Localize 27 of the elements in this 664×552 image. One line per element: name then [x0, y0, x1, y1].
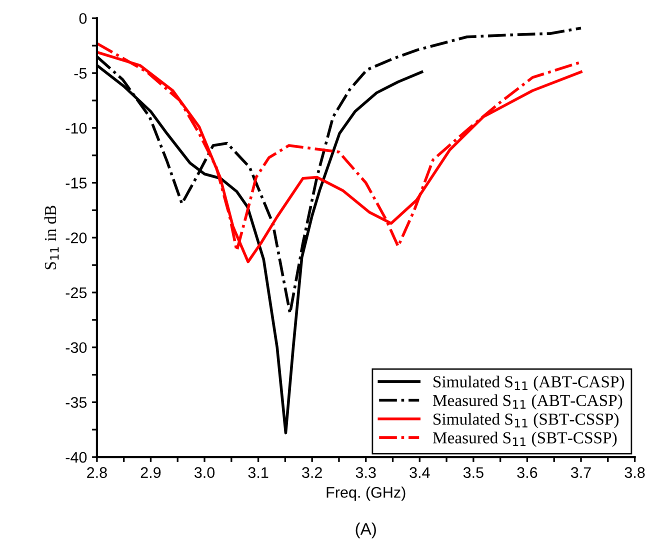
x-tick-label: 3.7 [570, 467, 591, 478]
x-tick-label: 3.4 [410, 467, 430, 478]
text: (A) [356, 522, 376, 538]
x-tick-label: 3.2 [302, 467, 322, 478]
x-tick-label: 3.1 [248, 467, 268, 478]
y-tick-label: -20 [66, 232, 87, 244]
x-tick-label: 3.8 [624, 467, 645, 478]
y-tick-label: -30 [66, 342, 87, 354]
legend-label: Simulated S$_{11}$ (ABT-CASP) [434, 376, 624, 391]
x-tick-label: 3.6 [517, 467, 538, 478]
x-tick-label: 3.5 [463, 467, 484, 478]
y-tick-label: -40 [66, 452, 87, 463]
x-axis-title: Freq. (GHz) [326, 486, 406, 501]
x-tick-label: 2.8 [87, 467, 107, 478]
y-tick-label: 0 [79, 13, 87, 24]
legend-label: Simulated S$_{11}$ (SBT-CSSP) [434, 413, 619, 428]
x-tick-label: 2.9 [140, 467, 161, 478]
x-tick-label: 3.0 [194, 467, 215, 478]
y-axis-title: S$_{11}$ in dB [44, 206, 59, 270]
legend-label: Measured S$_{11}$ (ABT-CASP) [432, 394, 622, 410]
y-tick-label: -10 [66, 122, 87, 134]
y-tick-label: -35 [66, 397, 87, 408]
y-tick-label: -5 [74, 68, 87, 79]
x-tick-label: 3.3 [356, 467, 376, 478]
y-tick-label: -15 [66, 178, 87, 188]
y-tick-label: -25 [66, 287, 87, 298]
legend-label: Measured S$_{11}$ (SBT-CSSP) [432, 432, 617, 447]
